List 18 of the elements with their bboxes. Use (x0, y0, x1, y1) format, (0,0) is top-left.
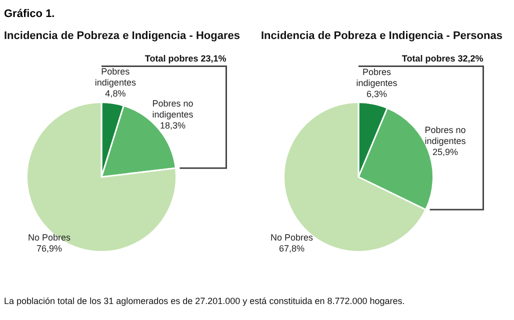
data-label: 25,9% (432, 147, 458, 158)
slice-label: Pobres indigentes (94, 66, 136, 88)
slice-label: No Pobres (28, 232, 71, 243)
text: Total pobres 23,1% (144, 53, 226, 64)
chart-title: Incidencia de Pobreza e Indigencia - Personas (260, 30, 504, 44)
text: Gráfico 1. (3, 7, 56, 22)
data-label: 18,3% (160, 120, 186, 131)
slice-label: Pobres no indigentes (424, 125, 466, 146)
data-label: 76,9% (36, 244, 62, 254)
text: Total pobres 32,2% (402, 53, 484, 64)
data-label: 67,8% (278, 244, 305, 254)
chart-title: Incidencia de Pobreza e Indigencia - Hogares (3, 30, 241, 44)
slice-label: No Pobres (270, 232, 314, 243)
slice-label: Pobres indigentes (356, 67, 398, 88)
slice-label: Pobres no indigentes (152, 98, 194, 120)
text: La población total de los 31 aglomerados es de 27.201.000 y está constituida en 8.772.000 hogares. (3, 295, 406, 306)
data-label: 6,3% (366, 89, 387, 100)
data-label: 4,8% (105, 88, 126, 98)
